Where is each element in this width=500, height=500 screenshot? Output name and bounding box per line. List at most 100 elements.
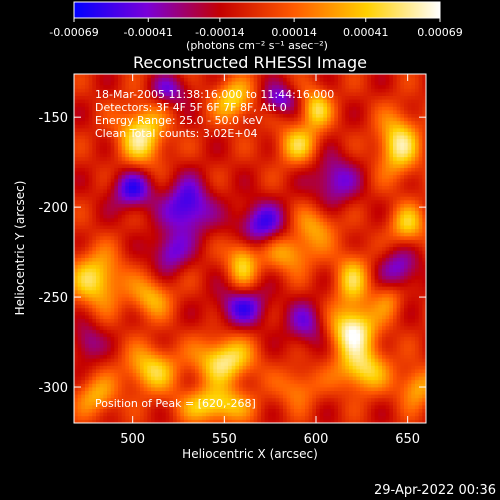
heatmap-cell [96,343,101,348]
heatmap-cell [239,174,244,179]
heatmap-cell [92,102,97,107]
heatmap-cell [74,210,79,215]
heatmap-cell [217,203,222,208]
heatmap-cell [257,106,262,111]
heatmap-cell [246,95,251,100]
heatmap-cell [220,261,225,266]
heatmap-cell [257,163,262,168]
heatmap-cell [184,74,189,78]
heatmap-cell [217,95,222,100]
heatmap-cell [257,401,262,406]
heatmap-cell [136,149,141,154]
heatmap-cell [81,361,86,366]
heatmap-cell [228,196,233,201]
heatmap-cell [151,415,156,420]
heatmap-cell [81,419,86,423]
heatmap-cell [209,311,214,316]
colorbar-tick-label: -0.00014 [195,26,244,39]
heatmap-cell [147,329,152,334]
heatmap-cell [165,99,170,104]
heatmap-cell [162,419,167,423]
heatmap-cell [136,106,141,111]
heatmap-cell [147,271,152,276]
heatmap-cell [129,268,134,273]
heatmap-cell [125,138,130,143]
heatmap-cell [242,390,247,395]
heatmap-cell [132,351,137,356]
heatmap-cell [253,178,258,183]
heatmap-cell [85,95,90,100]
heatmap-cell [114,394,119,399]
heatmap-cell [154,419,159,423]
heatmap-cell [96,95,101,100]
heatmap-cell [158,232,163,237]
heatmap-cell [154,351,159,356]
heatmap-cell [140,286,145,291]
heatmap-cell [220,243,225,248]
heatmap-cell [165,199,170,204]
heatmap-cell [158,84,163,89]
heatmap-cell [110,387,115,392]
heatmap-cell [107,408,112,413]
heatmap-cell [224,369,229,374]
heatmap-cell [206,124,211,129]
heatmap-cell [136,257,141,262]
heatmap-cell [165,239,170,244]
heatmap-cell [114,315,119,320]
heatmap-cell [74,307,79,312]
heatmap-cell [151,149,156,154]
heatmap-cell [118,387,123,392]
heatmap-cell [198,271,203,276]
heatmap-cell [235,120,240,125]
heatmap-cell [257,325,262,330]
heatmap-cell [165,376,170,381]
heatmap-cell [198,74,203,78]
heatmap-cell [147,232,152,237]
heatmap-cell [140,199,145,204]
heatmap-cell [169,282,174,287]
heatmap-cell [143,325,148,330]
heatmap-cell [173,387,178,392]
heatmap-cell [129,315,134,320]
heatmap-cell [107,120,112,125]
heatmap-cell [88,297,93,302]
heatmap-cell [77,88,82,93]
heatmap-cell [96,232,101,237]
heatmap-cell [239,343,244,348]
heatmap-cell [173,138,178,143]
heatmap-cell [81,192,86,197]
heatmap-cell [74,84,79,89]
heatmap-cell [85,163,90,168]
heatmap-cell [81,275,86,280]
heatmap-cell [103,214,108,219]
heatmap-cell [154,171,159,176]
heatmap-cell [99,84,104,89]
heatmap-cell [77,74,82,78]
heatmap-cell [235,268,240,273]
heatmap-cell [165,365,170,370]
heatmap-cell [250,304,255,309]
heatmap-cell [151,253,156,258]
heatmap-cell [143,196,148,201]
heatmap-cell [136,131,141,136]
heatmap-cell [206,383,211,388]
heatmap-cell [151,394,156,399]
heatmap-cell [92,372,97,377]
heatmap-cell [99,138,104,143]
heatmap-cell [195,149,200,154]
heatmap-cell [103,401,108,406]
heatmap-cell [228,394,233,399]
heatmap-cell [209,340,214,345]
heatmap-cell [158,225,163,230]
heatmap-cell [176,387,181,392]
heatmap-cell [253,131,258,136]
heatmap-cell [206,74,211,78]
heatmap-cell [92,185,97,190]
heatmap-cell [132,239,137,244]
heatmap-cell [140,372,145,377]
heatmap-cell [165,257,170,262]
heatmap-cell [242,343,247,348]
heatmap-cell [220,289,225,294]
heatmap-cell [132,142,137,147]
heatmap-cell [136,203,141,208]
